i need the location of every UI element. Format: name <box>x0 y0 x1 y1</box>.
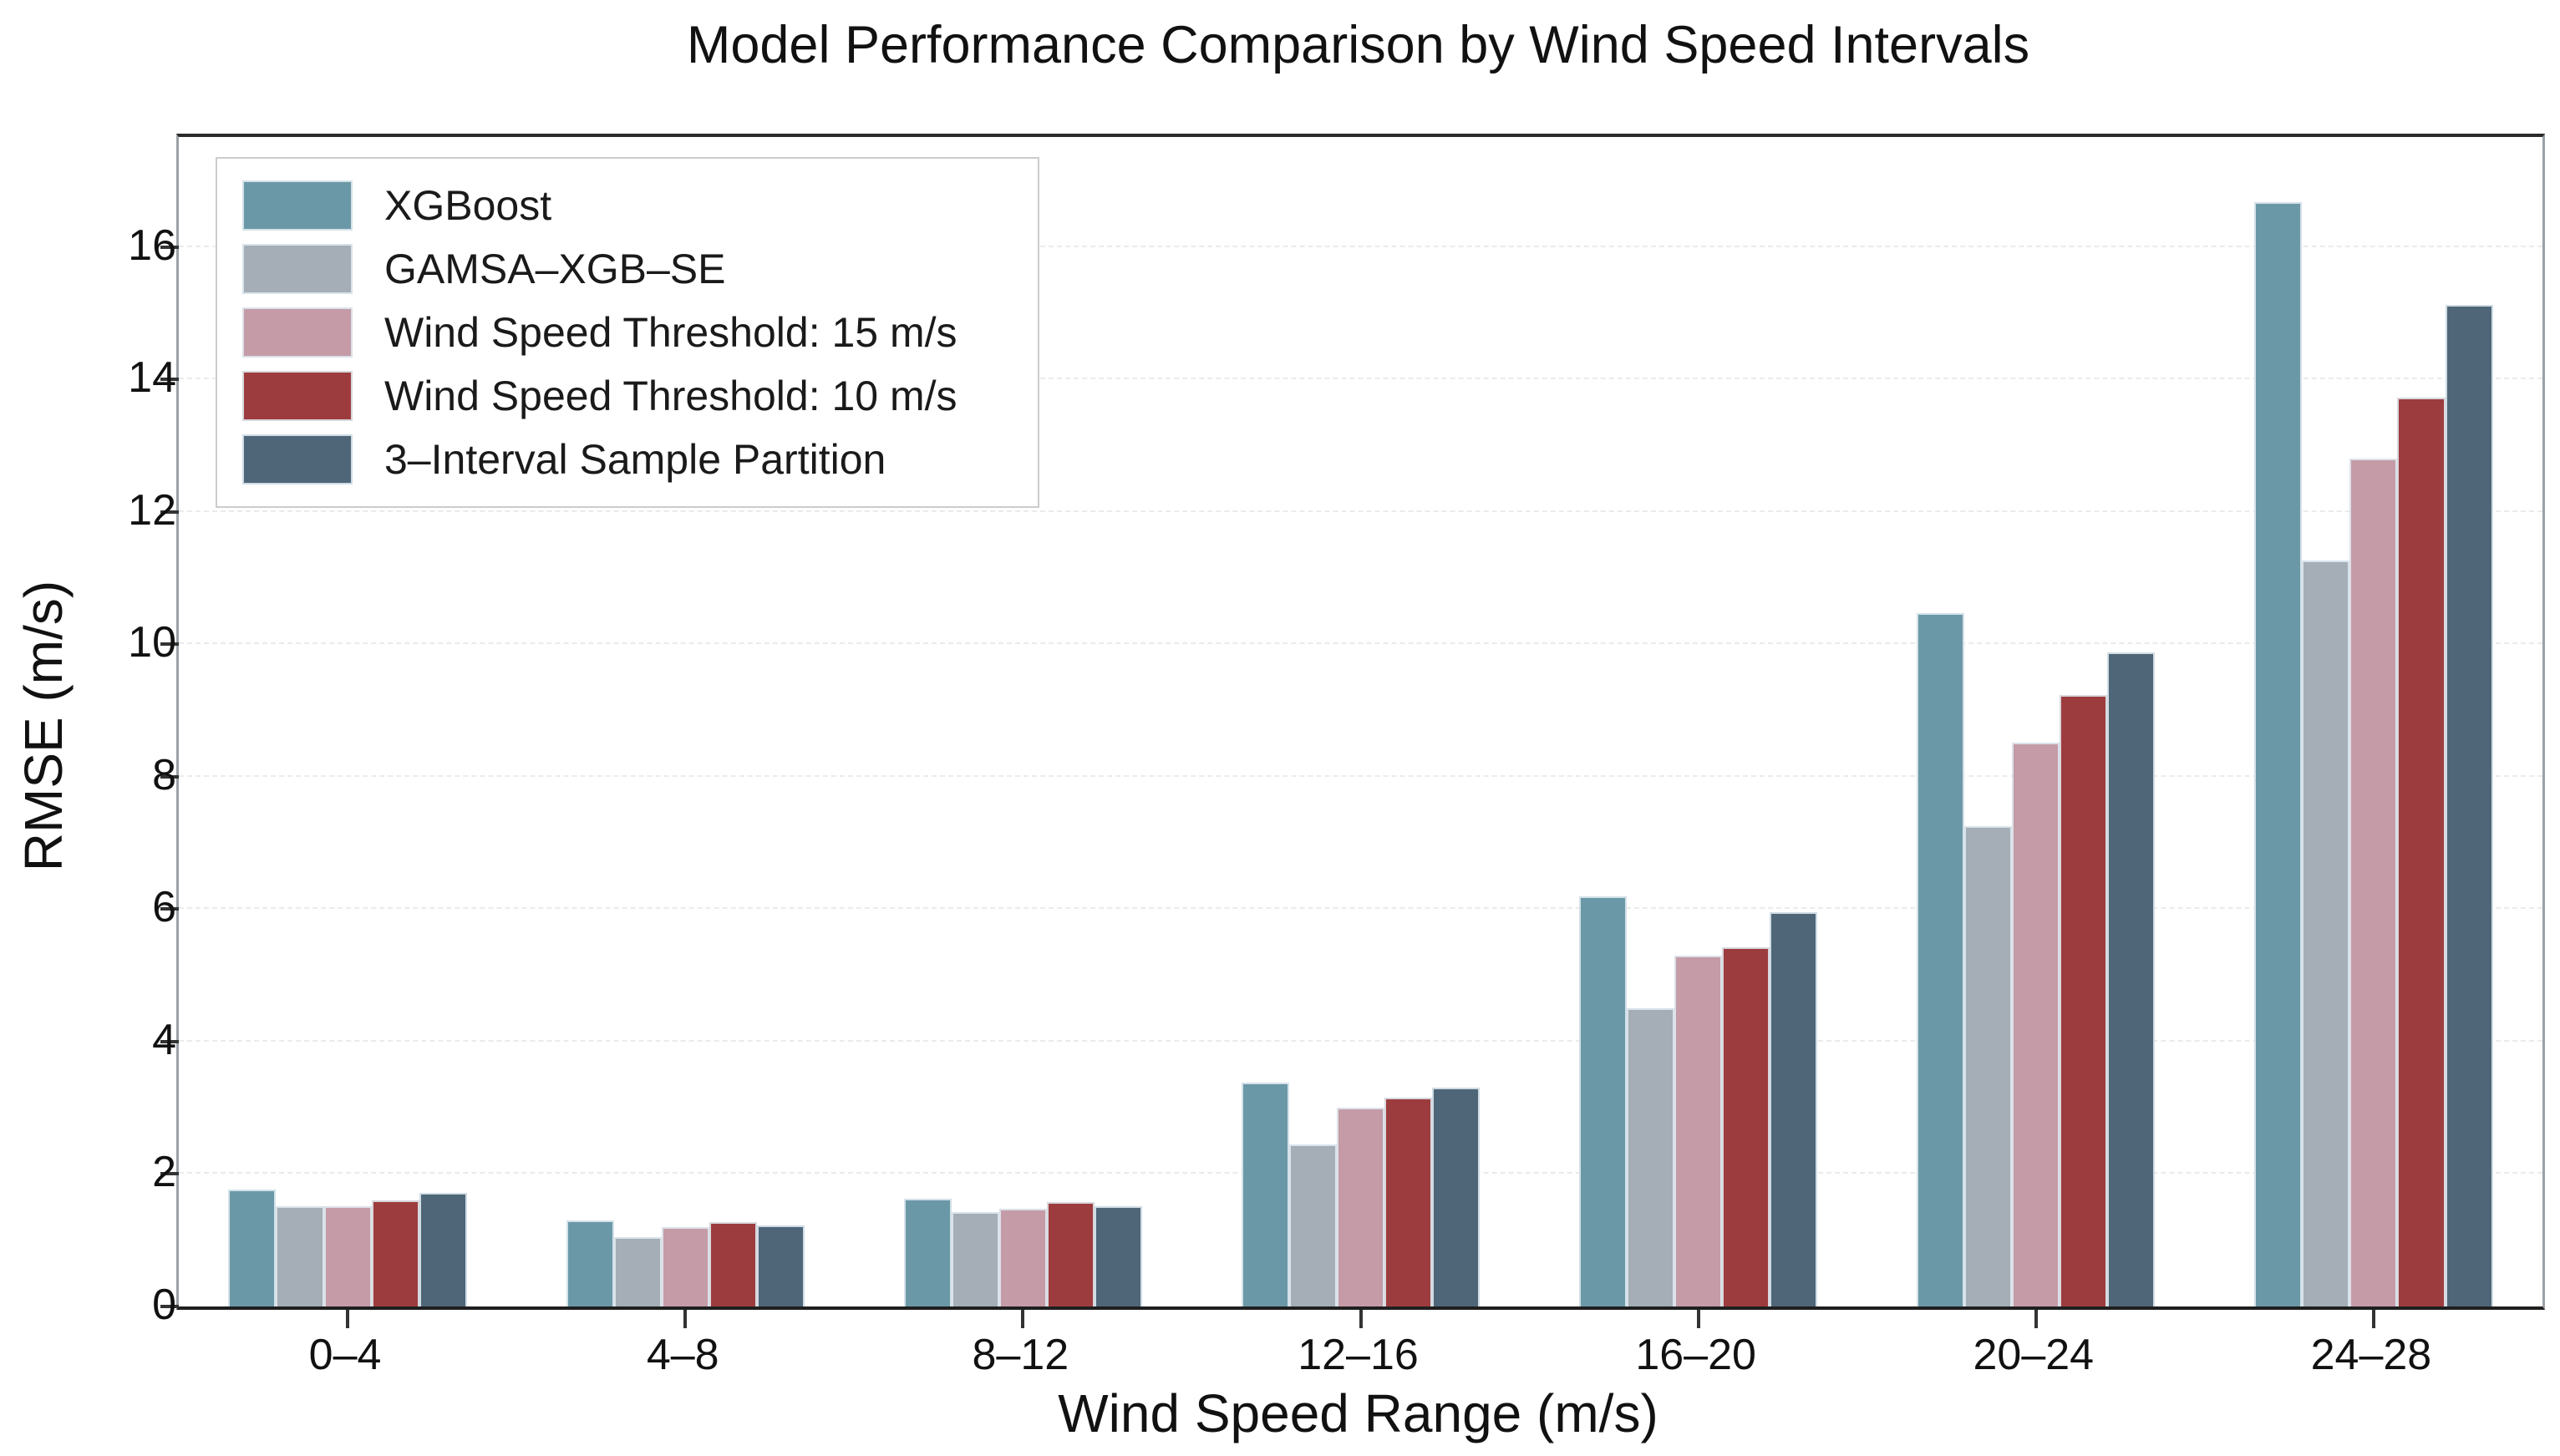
y-tick-label: 8 <box>152 750 176 799</box>
bar <box>1094 1205 1143 1306</box>
bar <box>2254 201 2303 1306</box>
bar <box>228 1190 277 1306</box>
x-axis-tick <box>1021 1310 1025 1328</box>
legend-item: GAMSA–XGB–SE <box>242 244 1013 294</box>
legend-swatch <box>242 244 353 294</box>
legend-label: XGBoost <box>384 182 552 229</box>
bar <box>1336 1108 1385 1306</box>
y-tick-label: 0 <box>152 1281 176 1329</box>
bar <box>1917 613 1965 1306</box>
legend-label: 3–Interval Sample Partition <box>384 436 886 483</box>
y-tick-label: 10 <box>128 618 176 667</box>
bar <box>1674 955 1723 1306</box>
legend-label: Wind Speed Threshold: 15 m/s <box>384 309 957 356</box>
x-tick-label: 24–28 <box>2310 1331 2432 1379</box>
y-tick-label: 12 <box>128 485 176 535</box>
bar <box>709 1221 757 1306</box>
plot-area <box>160 134 2545 1328</box>
bar <box>1432 1088 1481 1306</box>
legend-item: Wind Speed Threshold: 15 m/s <box>242 307 1013 358</box>
x-axis-tick <box>683 1310 688 1328</box>
legend-item: 3–Interval Sample Partition <box>242 434 1013 484</box>
bar <box>419 1192 467 1306</box>
y-axis-tick <box>160 774 179 779</box>
y-axis-label: RMSE (m/s) <box>13 580 74 872</box>
x-axis-tick <box>2371 1310 2375 1328</box>
y-tick-label: 16 <box>128 221 176 270</box>
bar <box>1722 947 1770 1306</box>
gridline <box>179 245 2542 247</box>
bar <box>1384 1098 1433 1306</box>
legend-swatch <box>242 434 353 484</box>
x-axis-tick <box>2034 1310 2038 1328</box>
bar <box>323 1205 372 1306</box>
x-tick-label: 12–16 <box>1298 1331 1419 1379</box>
bar <box>998 1208 1047 1306</box>
bar <box>661 1226 709 1306</box>
x-tick-label: 8–12 <box>972 1331 1069 1379</box>
bar <box>1288 1144 1337 1306</box>
bar <box>1770 912 1818 1306</box>
gridline <box>179 1039 2542 1042</box>
y-axis-tick <box>160 1039 179 1043</box>
bar <box>1578 895 1628 1306</box>
x-axis-tick <box>1359 1310 1363 1328</box>
bar <box>1241 1083 1289 1306</box>
bar <box>951 1212 999 1306</box>
gridline <box>179 510 2542 512</box>
y-axis-tick <box>160 378 179 382</box>
legend-swatch <box>242 307 353 358</box>
bar <box>371 1200 419 1306</box>
bar <box>2445 305 2493 1306</box>
x-tick-label: 16–20 <box>1635 1331 1756 1379</box>
bar <box>613 1236 662 1306</box>
gridline <box>179 907 2542 910</box>
legend-swatch <box>242 180 353 231</box>
bar <box>2012 742 2060 1306</box>
y-axis-tick <box>160 907 179 911</box>
x-tick-label: 0–4 <box>308 1331 382 1379</box>
legend-label: Wind Speed Threshold: 10 m/s <box>384 373 957 419</box>
y-axis-tick <box>160 1172 179 1176</box>
gridline <box>179 378 2542 380</box>
bar <box>756 1225 805 1306</box>
y-tick-label: 2 <box>152 1148 176 1197</box>
x-axis-label: Wind Speed Range (m/s) <box>1058 1383 1658 1443</box>
legend-swatch <box>242 371 353 421</box>
bar <box>2060 695 2108 1306</box>
gridline <box>179 774 2542 777</box>
bar <box>1046 1201 1095 1306</box>
gridline <box>179 642 2542 645</box>
bar <box>903 1198 952 1306</box>
y-axis-tick <box>160 642 179 647</box>
bar <box>2397 398 2446 1306</box>
legend-item: XGBoost <box>242 180 1013 231</box>
bar <box>2349 458 2398 1306</box>
x-axis-tick <box>1696 1310 1700 1328</box>
bar <box>2302 561 2350 1306</box>
chart-title: Model Performance Comparison by Wind Spe… <box>686 16 2030 74</box>
legend-label: GAMSA–XGB–SE <box>384 246 726 292</box>
y-tick-label: 4 <box>152 1015 176 1064</box>
y-axis-tick <box>160 510 179 514</box>
bar <box>566 1220 614 1306</box>
bar <box>276 1206 324 1306</box>
bar <box>2107 652 2156 1306</box>
legend-item: Wind Speed Threshold: 10 m/s <box>242 371 1013 421</box>
x-axis-tick <box>346 1310 350 1328</box>
y-tick-label: 6 <box>152 883 176 932</box>
y-axis-tick <box>160 1305 179 1308</box>
y-tick-label: 14 <box>128 353 176 403</box>
y-axis-tick <box>160 245 179 249</box>
legend: XGBoost GAMSA–XGB–SE Wind Speed Threshold:… <box>216 157 1039 508</box>
bar <box>1964 826 2013 1306</box>
x-tick-label: 20–24 <box>1973 1331 2095 1379</box>
bar <box>1627 1008 1675 1306</box>
x-tick-label: 4–8 <box>646 1331 719 1379</box>
